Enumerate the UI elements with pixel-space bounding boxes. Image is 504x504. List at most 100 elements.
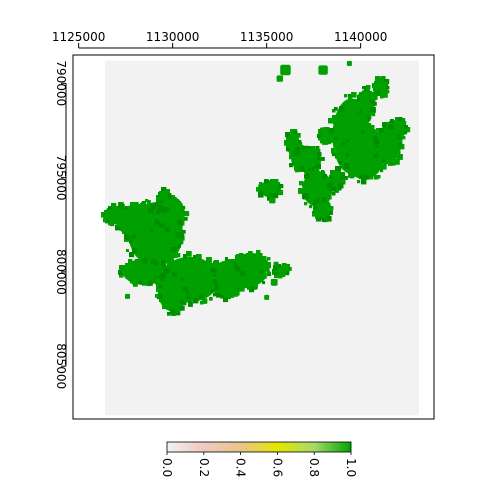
- mask-cell: [248, 251, 253, 256]
- mask-cell: [314, 206, 318, 210]
- mask-cell: [142, 258, 148, 264]
- mask-cell: [357, 98, 361, 102]
- mask-cell: [286, 148, 290, 152]
- mask-cell: [282, 263, 287, 268]
- mask-cell: [334, 188, 339, 193]
- mask-cell: [380, 169, 384, 173]
- mask-cell: [362, 86, 366, 90]
- mask-cell: [111, 203, 117, 209]
- mask-cell: [402, 118, 406, 122]
- mask-cell: [404, 125, 408, 129]
- mask-cell: [227, 295, 231, 299]
- mask-cell: [107, 208, 111, 212]
- mask-cell: [256, 187, 261, 192]
- mask-cell: [329, 211, 333, 215]
- mask-cell: [322, 197, 328, 203]
- mask-cell: [312, 211, 318, 217]
- mask-cell: [239, 286, 245, 292]
- mask-cell: [292, 158, 296, 162]
- colorbar-frame: [166, 441, 352, 453]
- mask-cell: [172, 269, 177, 274]
- mask-cell: [273, 179, 279, 185]
- mask-cell: [147, 282, 152, 287]
- mask-cell: [318, 137, 322, 141]
- mask-cell: [152, 228, 157, 233]
- mask-cell: [129, 221, 133, 225]
- mask-cell: [345, 153, 349, 157]
- mask-cell: [258, 253, 263, 258]
- mask-cell: [373, 86, 379, 92]
- mask-cell: [167, 261, 172, 266]
- mask-cell: [215, 283, 220, 288]
- mask-cell: [397, 154, 403, 160]
- mask-cell: [288, 267, 292, 271]
- mask-cell: [309, 205, 313, 209]
- mask-cell: [302, 182, 307, 187]
- raster-layer: [101, 60, 419, 416]
- mask-cell: [373, 153, 378, 158]
- mask-cell: [235, 266, 239, 270]
- mask-cell: [167, 199, 173, 205]
- mask-cell: [374, 175, 379, 180]
- mask-cell: [185, 212, 190, 217]
- mask-speck: [346, 61, 352, 66]
- mask-cell: [348, 160, 352, 164]
- mask-cell: [156, 283, 160, 287]
- mask-cell: [317, 152, 322, 157]
- mask-cell: [378, 77, 384, 83]
- mask-cell: [317, 134, 321, 138]
- mask-cell: [351, 92, 357, 98]
- mask-cell: [357, 171, 362, 176]
- mask-cell: [236, 261, 240, 265]
- mask-cell: [335, 166, 341, 172]
- mask-cell: [372, 113, 376, 117]
- mask-cell: [181, 278, 184, 281]
- mask-cell: [216, 293, 221, 298]
- mask-cell: [215, 287, 219, 291]
- mask-cell: [108, 220, 114, 226]
- mask-cell: [130, 202, 135, 207]
- mask-cell: [278, 264, 282, 268]
- mask-cell: [132, 235, 136, 239]
- mask-cell: [361, 127, 365, 131]
- mask-cell: [262, 281, 266, 285]
- mask-cell: [332, 187, 337, 192]
- mask-cell: [359, 92, 365, 98]
- mask-cell: [251, 284, 257, 290]
- mask-cell: [155, 225, 159, 229]
- mask-cell: [227, 259, 233, 265]
- mask-cell: [117, 227, 121, 231]
- mask-speck: [258, 184, 264, 190]
- mask-cell: [295, 147, 300, 152]
- mask-cell: [348, 96, 352, 100]
- mask-cell: [304, 170, 308, 174]
- mask-cell: [176, 201, 182, 207]
- mask-cell: [264, 266, 270, 272]
- mask-cell: [369, 91, 373, 95]
- mask-cell: [266, 180, 270, 184]
- mask-cell: [153, 215, 157, 219]
- mask-cell: [167, 312, 171, 316]
- mask-cell: [299, 166, 305, 172]
- mask-cell: [342, 142, 346, 146]
- mask-cell: [339, 106, 345, 112]
- mask-speck: [162, 190, 168, 197]
- mask-cell: [172, 261, 177, 266]
- mask-cell: [232, 287, 238, 293]
- mask-cell: [225, 257, 228, 260]
- mask-cell: [159, 222, 165, 228]
- mask-cell: [374, 81, 378, 85]
- mask-cell: [335, 155, 339, 159]
- mask-cell: [327, 182, 333, 188]
- mask-cell: [374, 139, 380, 145]
- mask-cell: [319, 197, 323, 201]
- mask-cell: [329, 175, 333, 179]
- mask-cell: [314, 200, 319, 205]
- mask-cell: [386, 90, 390, 94]
- mask-cell: [378, 161, 383, 166]
- mask-cell: [296, 133, 301, 138]
- mask-cell: [148, 232, 154, 238]
- mask-cell: [139, 259, 143, 263]
- mask-cell: [200, 301, 204, 305]
- mask-cell: [159, 297, 164, 302]
